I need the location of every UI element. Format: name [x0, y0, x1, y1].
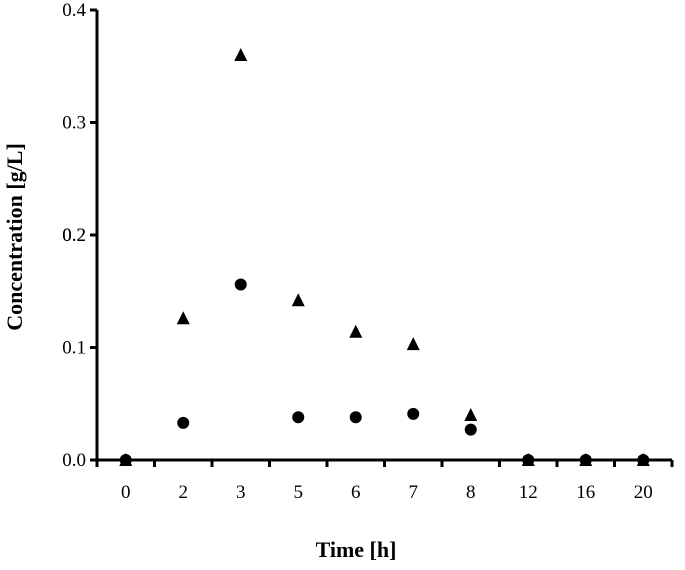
- x-tick-label: 3: [236, 482, 246, 503]
- data-point-triangle: [176, 311, 190, 325]
- y-tick-label: 0.2: [62, 225, 86, 246]
- plot-area: 0.00.10.20.20.30.40 2 3 5 6 7 8 12 16 20: [62, 0, 674, 503]
- y-tick-label: 0.0: [62, 450, 86, 471]
- x-tick-label: 16: [576, 482, 595, 503]
- data-point-triangle: [119, 453, 133, 466]
- data-points: [119, 48, 650, 466]
- x-tick-label: 2: [179, 482, 189, 503]
- data-point-triangle: [464, 408, 478, 421]
- data-point-circle: [234, 278, 247, 291]
- data-point-triangle: [579, 453, 593, 466]
- data-point-triangle: [406, 337, 420, 351]
- data-point-circle: [407, 407, 420, 420]
- y-tick-label: 0.1: [62, 338, 86, 359]
- data-point-triangle: [234, 48, 248, 61]
- x-axis-title: Time [h]: [316, 537, 397, 562]
- x-tick-label: 7: [409, 482, 419, 503]
- data-point-triangle: [521, 453, 535, 466]
- data-point-circle: [292, 411, 305, 424]
- x-tick-label: 6: [351, 482, 361, 503]
- data-point-circle: [349, 411, 362, 424]
- x-tick-label: 12: [519, 482, 538, 503]
- data-point-circle: [464, 423, 477, 436]
- data-point-triangle: [349, 324, 363, 338]
- x-tick-label: 20: [634, 482, 653, 503]
- x-tick-label: 0: [121, 482, 131, 503]
- y-tick-label: 0.2: [62, 225, 86, 246]
- data-point-triangle: [291, 293, 305, 307]
- y-axis-title: Concentration [g/L]: [2, 143, 27, 331]
- x-tick-label: 8: [466, 482, 476, 503]
- data-point-triangle: [636, 453, 650, 466]
- x-tick-label: 5: [294, 482, 304, 503]
- data-point-circle: [177, 416, 190, 429]
- y-tick-label: 0.4: [62, 0, 86, 21]
- y-tick-label: 0.3: [62, 113, 86, 134]
